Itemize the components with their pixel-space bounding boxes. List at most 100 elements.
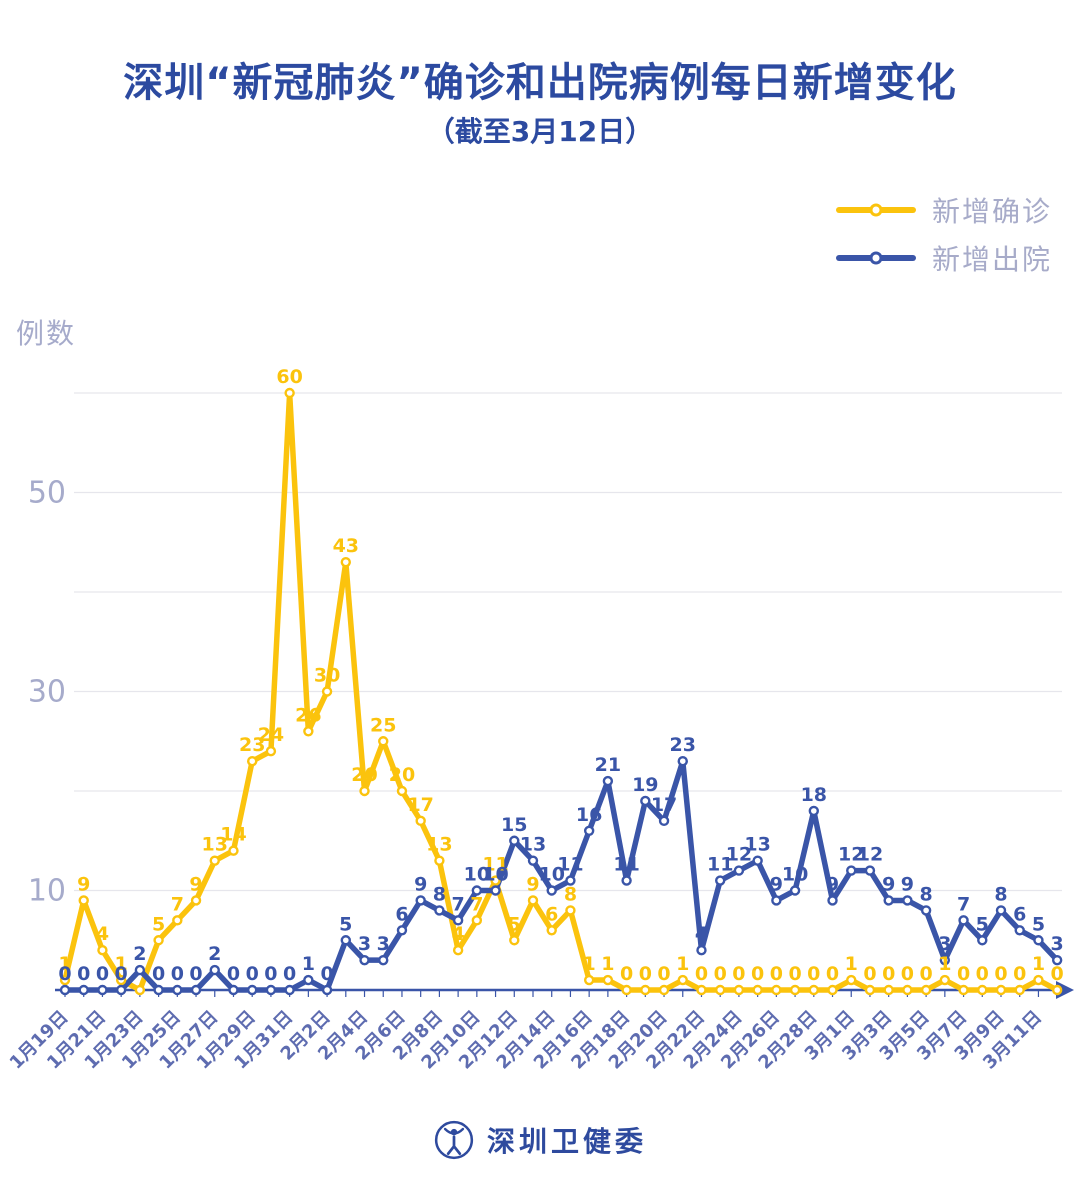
- data-point-label: 4: [452, 923, 465, 945]
- data-point-label: 17: [407, 794, 433, 816]
- data-point-marker: [246, 984, 258, 996]
- data-point-marker: [640, 984, 651, 996]
- data-point-marker: [97, 945, 108, 956]
- data-point-marker: [321, 686, 333, 697]
- data-point-marker: [452, 915, 464, 926]
- data-point-label: 20: [351, 764, 377, 786]
- data-point-label: 8: [433, 883, 446, 905]
- data-point-marker: [920, 984, 932, 996]
- data-point-marker: [977, 935, 988, 946]
- data-point-marker: [97, 984, 108, 996]
- data-point-marker: [808, 805, 819, 817]
- data-point-marker: [190, 895, 202, 906]
- data-point-marker: [1033, 974, 1044, 986]
- confirmed-line-swatch-icon: [835, 203, 916, 217]
- data-point-label: 10: [538, 864, 564, 886]
- data-point-marker: [902, 984, 913, 996]
- data-point-marker: [284, 984, 295, 996]
- data-point-marker: [696, 945, 707, 956]
- data-point-marker: [378, 736, 389, 747]
- data-point-label: 5: [508, 913, 521, 935]
- legend-label-confirmed: 新增确诊: [931, 195, 1052, 228]
- data-point-label: 0: [227, 963, 240, 985]
- data-point-marker: [640, 795, 651, 807]
- data-point-label: 13: [202, 834, 228, 856]
- data-point-label: 0: [639, 963, 652, 985]
- data-point-marker: [209, 855, 220, 866]
- data-point-label: 13: [520, 834, 546, 856]
- data-point-label: 0: [152, 963, 165, 985]
- page-title: 深圳“新冠肺炎”确诊和出院病例每日新增变化: [123, 60, 957, 106]
- data-point-label: 0: [171, 963, 184, 985]
- data-point-label: 5: [152, 913, 165, 935]
- data-point-label: 9: [901, 873, 914, 895]
- discharged-line-swatch-icon: [835, 251, 916, 265]
- data-point-label: 9: [882, 873, 895, 895]
- data-point-marker: [827, 895, 838, 906]
- data-point-label: 0: [976, 963, 989, 985]
- data-point-marker: [621, 875, 632, 886]
- data-point-marker: [265, 746, 277, 757]
- data-point-marker: [958, 915, 969, 926]
- data-point-marker: [621, 984, 632, 996]
- data-point-label: 1: [58, 953, 71, 975]
- data-point-marker: [490, 885, 501, 896]
- data-point-marker: [808, 984, 819, 996]
- data-point-label: 0: [77, 963, 90, 985]
- data-point-marker: [1014, 925, 1025, 936]
- data-point-marker: [715, 875, 726, 886]
- data-point-label: 0: [320, 963, 333, 985]
- data-point-label: 0: [770, 963, 783, 985]
- data-point-label: 0: [115, 963, 128, 985]
- data-point-marker: [172, 984, 183, 996]
- data-point-label: 1: [938, 953, 951, 975]
- footer: 深圳卫健委: [0, 1119, 1080, 1161]
- data-point-marker: [696, 984, 707, 996]
- data-point-marker: [583, 825, 595, 836]
- data-point-label: 0: [882, 963, 895, 985]
- data-point-marker: [715, 984, 726, 996]
- data-point-marker: [995, 984, 1007, 996]
- data-point-marker: [396, 785, 408, 797]
- data-point-label: 0: [957, 963, 970, 985]
- data-point-label: 9: [770, 873, 783, 895]
- data-point-marker: [602, 775, 614, 787]
- data-point-label: 0: [246, 963, 259, 985]
- data-point-marker: [1051, 954, 1063, 966]
- data-point-label: 18: [801, 784, 827, 806]
- legend-item-discharged: 新增出院: [835, 240, 1052, 276]
- data-point-label: 5: [976, 913, 989, 935]
- data-point-marker: [396, 925, 408, 936]
- data-point-marker: [115, 984, 127, 996]
- data-point-marker: [658, 815, 670, 827]
- data-point-marker: [59, 984, 71, 996]
- data-point-label: 26: [295, 704, 321, 726]
- data-point-label: 8: [994, 883, 1007, 905]
- data-point-label: 13: [426, 834, 452, 856]
- data-point-label: 4: [96, 923, 109, 945]
- data-point-marker: [883, 984, 894, 996]
- data-point-label: 7: [957, 893, 970, 915]
- data-point-label: 43: [333, 535, 359, 557]
- data-point-label: 0: [994, 963, 1007, 985]
- data-point-label: 0: [732, 963, 745, 985]
- data-point-label: 12: [726, 844, 752, 866]
- data-point-marker: [228, 845, 239, 856]
- data-point-marker: [546, 885, 557, 896]
- data-point-marker: [546, 925, 557, 936]
- data-point-label: 1: [845, 953, 858, 975]
- data-point-marker: [265, 984, 277, 996]
- data-point-marker: [415, 895, 426, 906]
- data-point-marker: [78, 895, 89, 906]
- data-point-marker: [565, 875, 576, 886]
- data-point-marker: [303, 974, 314, 986]
- data-point-label: 11: [707, 854, 733, 876]
- data-point-marker: [115, 974, 127, 986]
- y-tick-label: 30: [28, 675, 66, 710]
- data-point-label: 9: [526, 873, 539, 895]
- data-point-marker: [153, 935, 164, 946]
- data-point-marker: [583, 974, 595, 986]
- data-point-label: 1: [583, 953, 596, 975]
- data-point-marker: [939, 954, 951, 966]
